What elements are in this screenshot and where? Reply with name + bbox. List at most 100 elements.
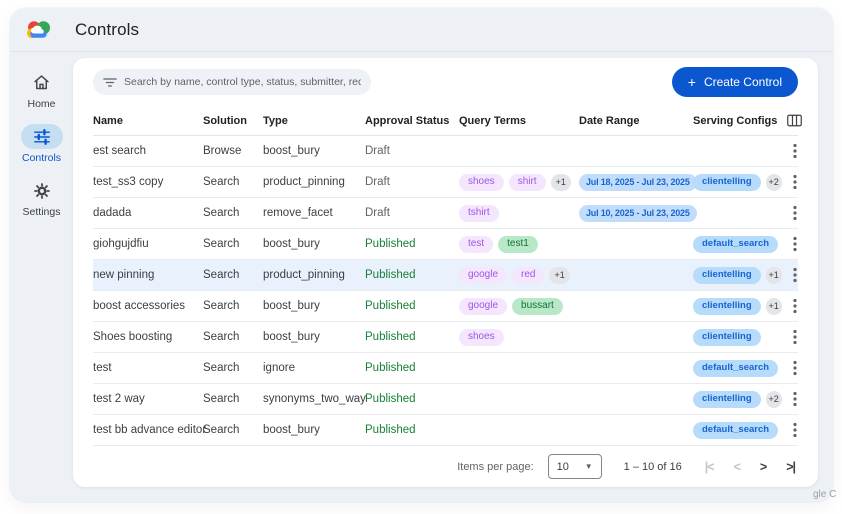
tune-icon: [33, 128, 50, 145]
query-term-chip: shoes: [459, 173, 504, 191]
cell-actions: [787, 297, 803, 315]
cell-name: est search: [93, 145, 147, 157]
app-window: Controls Home Controls Settings: [10, 8, 833, 502]
cell-solution: Search: [203, 300, 240, 312]
table-row[interactable]: giohgujdfiu Search boost_bury Published test…: [93, 229, 798, 260]
row-menu-button[interactable]: [787, 297, 803, 315]
first-page-button[interactable]: |<: [702, 460, 717, 474]
previous-page-button[interactable]: <: [731, 460, 743, 474]
row-menu-button[interactable]: [787, 359, 803, 377]
sidebar-item-controls[interactable]: Controls: [20, 124, 63, 164]
table-row[interactable]: new pinning Search product_pinning Publishe…: [93, 260, 798, 291]
cell-name: new pinning: [93, 269, 155, 281]
cell-serving-configs: default_search: [685, 235, 787, 253]
cell-approval-status: Published: [365, 238, 416, 250]
cell-actions: [787, 204, 803, 222]
table-toolbar: + Create Control: [93, 58, 798, 106]
cell-query-terms: shoes shirt +1: [459, 173, 579, 191]
column-header-actions: [787, 114, 802, 127]
sidebar-icon-wrap: [21, 178, 63, 203]
more-vert-icon: [793, 391, 797, 407]
cell-serving-configs: clientelling +1: [685, 266, 787, 284]
cell-solution: Search: [203, 331, 240, 343]
row-menu-button[interactable]: [787, 390, 803, 408]
row-menu-button[interactable]: [787, 421, 803, 439]
cell-solution: Search: [203, 207, 240, 219]
query-term-chip: google: [459, 297, 508, 315]
serving-config-chip: clientelling: [693, 328, 761, 346]
row-menu-button[interactable]: [787, 266, 803, 284]
cell-actions: [787, 235, 803, 253]
more-vert-icon: [793, 422, 797, 438]
items-per-page-label: Items per page:: [457, 460, 534, 473]
query-term-chip: shoes: [459, 328, 504, 346]
query-term-chip: test: [459, 235, 494, 253]
column-header-status: Approval Status: [365, 114, 450, 127]
next-page-button[interactable]: >: [757, 460, 769, 474]
cell-solution: Search: [203, 362, 240, 374]
cell-query-terms: shoes: [459, 328, 579, 346]
table-row[interactable]: test bb advance editor Search boost_bury Pu…: [93, 415, 798, 446]
query-term-chip: test1: [498, 235, 538, 253]
cell-actions: [787, 390, 803, 408]
table-row[interactable]: test 2 way Search synonyms_two_way Publishe…: [93, 384, 798, 415]
query-term-chip: shirt: [508, 173, 546, 191]
column-header-solution: Solution: [203, 114, 247, 127]
last-page-button[interactable]: >|: [783, 460, 798, 474]
main-content: + Create Control Name Solution Type Approva…: [73, 52, 833, 502]
more-vert-icon: [793, 360, 797, 376]
column-settings-icon[interactable]: [787, 114, 802, 127]
cell-solution: Search: [203, 238, 240, 250]
cell-type: boost_bury: [263, 238, 320, 250]
cell-serving-configs: clientelling +1: [685, 297, 787, 315]
table-row[interactable]: test Search ignore Published default_search: [93, 353, 798, 384]
cell-solution: Search: [203, 393, 240, 405]
query-term-chip: red: [512, 266, 545, 284]
row-menu-button[interactable]: [787, 328, 803, 346]
plus-icon: +: [687, 74, 696, 90]
sidebar-item-label: Controls: [21, 152, 62, 164]
pagination-bar: Items per page: 10 ▼ 1 – 10 of 16 |< < >…: [93, 446, 798, 487]
cell-approval-status: Draft: [365, 207, 390, 219]
row-menu-button[interactable]: [787, 173, 803, 191]
table-row[interactable]: Shoes boosting Search boost_bury Published s…: [93, 322, 798, 353]
count-chip: +2: [765, 390, 782, 408]
sidebar-icon-wrap: [20, 124, 63, 149]
cell-type: ignore: [263, 362, 295, 374]
cell-name: Shoes boosting: [93, 331, 173, 343]
serving-config-chip: default_search: [693, 235, 779, 253]
cell-type: remove_facet: [263, 207, 333, 219]
table-row[interactable]: test_ss3 copy Search product_pinning Draft s…: [93, 167, 798, 198]
row-menu-button[interactable]: [787, 204, 803, 222]
table-row[interactable]: boost accessories Search boost_bury Publish…: [93, 291, 798, 322]
table-row[interactable]: dadada Search remove_facet Draft tshirt Jul 1…: [93, 198, 798, 229]
cell-name: giohgujdfiu: [93, 238, 149, 250]
search-input[interactable]: [124, 76, 361, 88]
date-range-chip: Jul 10, 2025 - Jul 23, 2025: [579, 204, 697, 222]
cell-name: test 2 way: [93, 393, 145, 405]
row-menu-button[interactable]: [787, 142, 803, 160]
search-filter-bar[interactable]: [93, 69, 371, 95]
create-control-button[interactable]: + Create Control: [671, 67, 798, 97]
count-chip: +1: [549, 266, 570, 284]
query-term-chip: google: [459, 266, 508, 284]
cell-approval-status: Draft: [365, 145, 390, 157]
cell-approval-status: Draft: [365, 176, 390, 188]
cell-type: boost_bury: [263, 300, 320, 312]
controls-table-card: + Create Control Name Solution Type Approva…: [73, 58, 818, 487]
cell-name: test_ss3 copy: [93, 176, 164, 188]
more-vert-icon: [793, 298, 797, 314]
table-row[interactable]: est search Browse boost_bury Draft: [93, 136, 798, 167]
cell-actions: [787, 421, 803, 439]
cell-date-range: Jul 10, 2025 - Jul 23, 2025: [579, 204, 697, 222]
sidebar-item-home[interactable]: Home: [21, 70, 63, 110]
sidebar-item-settings[interactable]: Settings: [21, 178, 63, 218]
items-per-page-select[interactable]: 10 ▼: [547, 454, 602, 479]
background-watermark: gle C: [813, 489, 837, 500]
page-title: Controls: [75, 19, 140, 39]
cell-type: boost_bury: [263, 145, 320, 157]
cell-name: dadada: [93, 207, 132, 219]
app-header: Controls: [10, 8, 833, 52]
row-menu-button[interactable]: [787, 235, 803, 253]
sidebar-icon-wrap: [21, 70, 63, 95]
